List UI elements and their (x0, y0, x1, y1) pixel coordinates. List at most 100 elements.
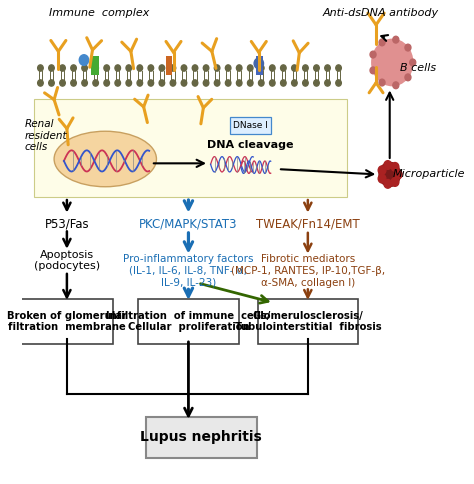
Circle shape (254, 58, 264, 69)
Text: Broken of glomerular
filtration  membrane: Broken of glomerular filtration membrane (7, 311, 127, 333)
Circle shape (60, 65, 65, 71)
Circle shape (325, 65, 330, 71)
Circle shape (405, 44, 411, 51)
Circle shape (203, 80, 209, 86)
Circle shape (49, 80, 54, 86)
Circle shape (148, 65, 154, 71)
Circle shape (71, 65, 76, 71)
Circle shape (378, 166, 386, 175)
Circle shape (170, 65, 176, 71)
Circle shape (379, 39, 385, 46)
Circle shape (137, 65, 143, 71)
Circle shape (82, 65, 87, 71)
Circle shape (203, 65, 209, 71)
Circle shape (214, 65, 220, 71)
FancyBboxPatch shape (258, 300, 358, 344)
Circle shape (82, 80, 87, 86)
Circle shape (214, 80, 220, 86)
Circle shape (314, 65, 319, 71)
Ellipse shape (54, 131, 156, 187)
Circle shape (281, 65, 286, 71)
Circle shape (60, 80, 65, 86)
Text: TWEAK/Fn14/EMT: TWEAK/Fn14/EMT (256, 217, 360, 230)
Circle shape (379, 79, 385, 86)
Text: Renal
resident
cells: Renal resident cells (24, 119, 67, 152)
Circle shape (379, 162, 401, 186)
Circle shape (115, 65, 120, 71)
Circle shape (71, 80, 76, 86)
Circle shape (393, 36, 399, 43)
Circle shape (225, 65, 231, 71)
Circle shape (192, 80, 198, 86)
Text: PKC/MAPK/STAT3: PKC/MAPK/STAT3 (139, 217, 237, 230)
FancyBboxPatch shape (256, 56, 264, 76)
Text: Glomerulosclerosis/
Tubulointerstitial  fibrosis: Glomerulosclerosis/ Tubulointerstitial f… (235, 311, 381, 333)
Circle shape (126, 65, 132, 71)
Text: Apoptosis
(podocytes): Apoptosis (podocytes) (34, 250, 100, 271)
Text: P53/Fas: P53/Fas (45, 217, 89, 230)
Circle shape (325, 80, 330, 86)
FancyBboxPatch shape (34, 99, 347, 197)
Circle shape (292, 65, 297, 71)
Circle shape (237, 65, 242, 71)
Circle shape (93, 65, 99, 71)
Text: Anti-dsDNA antibody: Anti-dsDNA antibody (322, 8, 438, 18)
Circle shape (247, 80, 253, 86)
Circle shape (378, 174, 386, 183)
Circle shape (126, 80, 132, 86)
Text: DNase I: DNase I (233, 121, 268, 130)
Circle shape (314, 80, 319, 86)
Circle shape (303, 65, 308, 71)
Circle shape (115, 80, 120, 86)
FancyBboxPatch shape (166, 56, 172, 76)
Circle shape (159, 80, 164, 86)
Circle shape (37, 80, 43, 86)
Circle shape (137, 80, 143, 86)
Circle shape (148, 80, 154, 86)
Circle shape (49, 65, 54, 71)
Circle shape (104, 80, 109, 86)
FancyBboxPatch shape (146, 417, 256, 458)
FancyBboxPatch shape (21, 300, 113, 344)
Circle shape (303, 80, 308, 86)
Text: Immune  complex: Immune complex (49, 8, 149, 18)
Circle shape (370, 51, 376, 58)
Circle shape (270, 65, 275, 71)
Circle shape (237, 80, 242, 86)
Circle shape (37, 65, 43, 71)
Circle shape (181, 80, 187, 86)
Text: B cells: B cells (400, 63, 436, 73)
Text: DNA cleavage: DNA cleavage (207, 139, 293, 150)
Circle shape (79, 55, 89, 65)
Text: Pro-inflammatory factors
(IL-1, IL-6, IL-8, TNF- α,
IL-9, IL-23): Pro-inflammatory factors (IL-1, IL-6, IL… (123, 255, 254, 287)
Circle shape (405, 74, 411, 81)
Circle shape (225, 80, 231, 86)
Circle shape (270, 80, 275, 86)
Circle shape (181, 65, 187, 71)
Text: Microparticle: Microparticle (393, 169, 465, 180)
Circle shape (336, 65, 341, 71)
Circle shape (258, 80, 264, 86)
Circle shape (384, 180, 392, 188)
Circle shape (394, 170, 402, 179)
Circle shape (384, 161, 392, 169)
Circle shape (391, 163, 399, 171)
Circle shape (159, 65, 164, 71)
Circle shape (247, 65, 253, 71)
FancyBboxPatch shape (91, 56, 99, 76)
Circle shape (410, 59, 416, 66)
Circle shape (292, 80, 297, 86)
Circle shape (372, 39, 413, 86)
Text: Lupus nephritis: Lupus nephritis (140, 430, 262, 444)
Circle shape (192, 65, 198, 71)
Circle shape (93, 80, 99, 86)
FancyBboxPatch shape (138, 300, 238, 344)
Circle shape (393, 82, 399, 89)
FancyBboxPatch shape (230, 117, 271, 135)
Circle shape (281, 80, 286, 86)
Text: Fibrotic mediators
(MCP-1, RANTES, IP-10,TGF-β,
α-SMA, collagen I): Fibrotic mediators (MCP-1, RANTES, IP-10… (231, 255, 385, 287)
Circle shape (104, 65, 109, 71)
Circle shape (370, 67, 376, 74)
Circle shape (258, 65, 264, 71)
Text: Infiltration  of immune  cells/
Cellular  proliferation: Infiltration of immune cells/ Cellular p… (106, 311, 271, 333)
